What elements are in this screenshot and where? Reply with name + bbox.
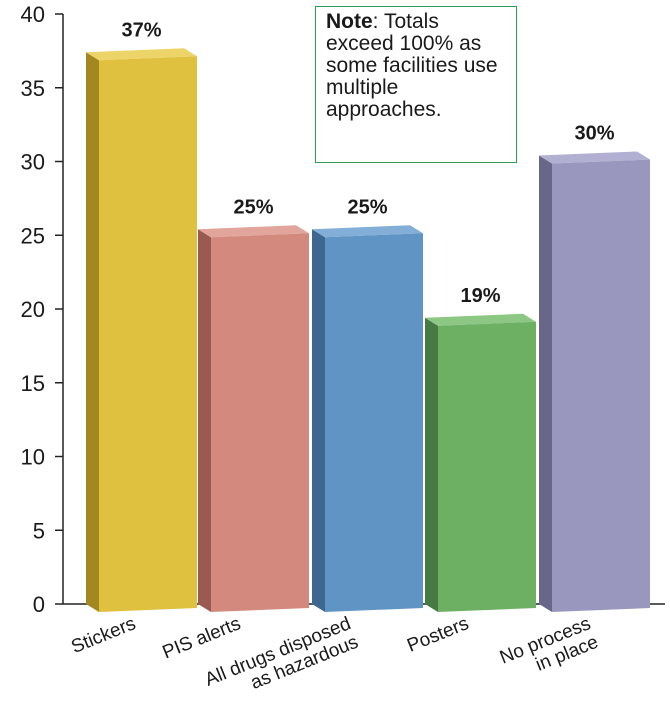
bar-side [312, 229, 325, 612]
note-box: Note: Totals exceed 100% as some facilit… [315, 6, 517, 163]
axes: 0 5 10 15 20 25 30 35 40 [21, 2, 665, 617]
bar-side [539, 155, 552, 612]
data-label: 25% [233, 196, 273, 218]
note-label: Note [326, 10, 373, 33]
bar [312, 225, 423, 612]
y-tick-label: 20 [21, 297, 45, 322]
bar-top [312, 225, 423, 238]
bar-front [438, 321, 536, 612]
y-tick-label: 0 [33, 592, 45, 617]
bar-side [198, 229, 211, 612]
y-tick-label: 40 [21, 2, 45, 27]
x-tick-label: No processin place [497, 613, 601, 687]
bar-side [425, 317, 438, 612]
y-tick-label: 15 [21, 371, 45, 396]
bar [198, 225, 309, 612]
data-label: 37% [121, 19, 161, 41]
bar-front [99, 56, 197, 612]
x-tick-label: PIS alerts [160, 613, 244, 663]
bar-front [211, 233, 309, 612]
bar-front [552, 159, 650, 612]
y-tick-label: 5 [33, 518, 45, 543]
y-tick-label: 25 [21, 223, 45, 248]
bar [425, 313, 536, 612]
bars [86, 48, 650, 612]
bar-top [539, 151, 650, 164]
bar-top [425, 313, 536, 326]
bar-top [198, 225, 309, 238]
bar [86, 48, 197, 612]
x-tick-label-line: Stickers [68, 613, 139, 658]
y-tick-label: 10 [21, 445, 45, 470]
y-tick-label: 35 [21, 76, 45, 101]
bar [539, 151, 650, 612]
data-label: 25% [347, 196, 387, 218]
bar-top [86, 48, 197, 61]
bar-front [325, 233, 423, 612]
y-tick-label: 30 [21, 150, 45, 175]
data-labels: 37% 25% 25% 19% 30% [121, 19, 614, 307]
x-tick-label: Posters [404, 613, 472, 657]
data-label: 30% [574, 123, 614, 145]
data-label: 19% [460, 285, 500, 307]
note-text: : Totals exceed 100% as some facilities … [326, 10, 498, 121]
x-tick-label: Stickers [68, 613, 139, 658]
x-tick-label-line: PIS alerts [160, 613, 244, 663]
x-tick-label-line: Posters [404, 613, 472, 657]
bar-side [86, 52, 99, 612]
